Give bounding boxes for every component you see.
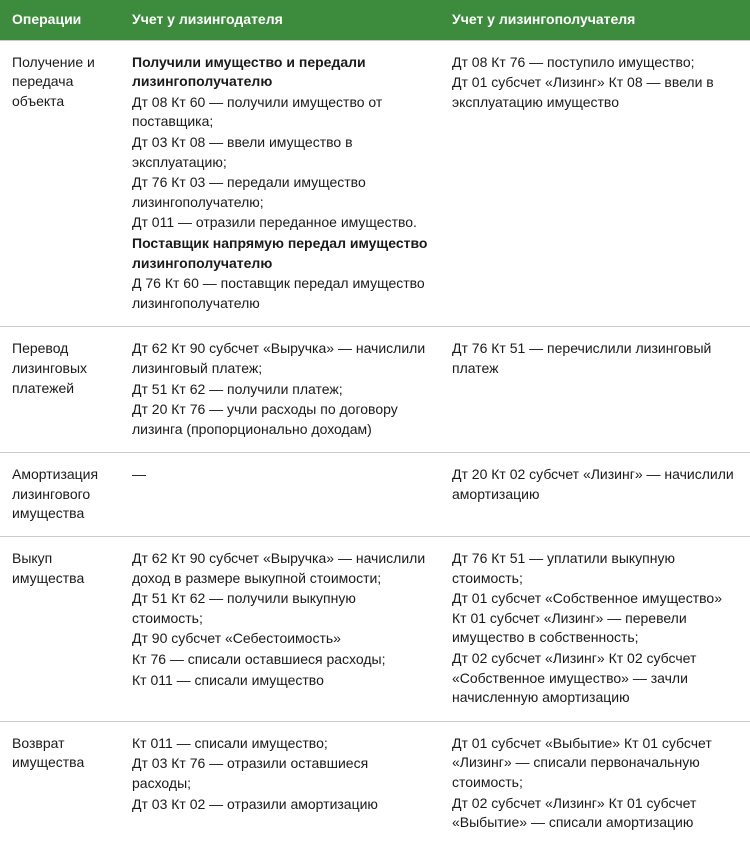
lessor-line: Дт 62 Кт 90 субсчет «Выручка» — начислил… — [132, 339, 428, 378]
lessee-cell: Дт 08 Кт 76 — поступило имущество;Дт 01 … — [440, 40, 750, 327]
lessor-cell: Кт 011 — списали имущество;Дт 03 Кт 76 —… — [120, 721, 440, 845]
table-row: Получение и передача объекта Получили иму… — [0, 40, 750, 327]
table-row: Возврат имуществаКт 011 — списали имущес… — [0, 721, 750, 845]
table-body: Получение и передача объекта Получили иму… — [0, 40, 750, 846]
table-row: Перевод лизинговых платежей Дт 62 Кт 90 с… — [0, 327, 750, 453]
lessor-line: Поставщик напрямую передал имущество лиз… — [132, 234, 428, 273]
lessor-line: — — [132, 465, 428, 485]
lessor-cell: Получили имущество и передали лизингопол… — [120, 40, 440, 327]
operation-cell: Получение и передача объекта — [0, 40, 120, 327]
lessor-line: Дт 62 Кт 90 субсчет «Выручка» — начислил… — [132, 549, 428, 588]
lessor-cell: — — [120, 453, 440, 537]
lessee-line: Дт 08 Кт 76 — поступило имущество; — [452, 53, 738, 73]
lessee-cell: Дт 76 Кт 51 — уплатили выкупную стоимост… — [440, 537, 750, 722]
operation-cell: Выкуп имущества — [0, 537, 120, 722]
lessee-line: Дт 20 Кт 02 субсчет «Лизинг» — начислили… — [452, 465, 738, 504]
lessee-cell: Дт 76 Кт 51 — перечислили лизинговый пла… — [440, 327, 750, 453]
lessee-line: Дт 01 субсчет «Выбытие» Кт 01 субсчет «Л… — [452, 734, 738, 793]
lessee-cell: Дт 20 Кт 02 субсчет «Лизинг» — начислили… — [440, 453, 750, 537]
operation-cell: Амортизация лизингового имущества — [0, 453, 120, 537]
lessor-cell: Дт 62 Кт 90 субсчет «Выручка» — начислил… — [120, 327, 440, 453]
lessor-line: Дт 51 Кт 62 — получили платеж; — [132, 380, 428, 400]
lessor-line: Дт 76 Кт 03 — передали имущество лизинго… — [132, 173, 428, 212]
header-lessee: Учет у лизингополучателя — [440, 0, 750, 40]
operation-cell: Возврат имущества — [0, 721, 120, 845]
header-lessor: Учет у лизингодателя — [120, 0, 440, 40]
lessee-line: Дт 01 субсчет «Лизинг» Кт 08 — ввели в э… — [452, 73, 738, 112]
lessor-line: Кт 011 — списали имущество — [132, 671, 428, 691]
lessor-line: Получили имущество и передали лизингопол… — [132, 53, 428, 92]
operation-cell: Перевод лизинговых платежей — [0, 327, 120, 453]
lessee-line: Дт 02 субсчет «Лизинг» Кт 01 субсчет «Вы… — [452, 794, 738, 833]
header-operations: Операции — [0, 0, 120, 40]
lessor-line: Кт 76 — списали оставшиеся расходы; — [132, 650, 428, 670]
lessor-line: Дт 03 Кт 08 — ввели имущество в эксплуат… — [132, 133, 428, 172]
lessee-line: Дт 76 Кт 51 — уплатили выкупную стоимост… — [452, 549, 738, 588]
lessor-line: Дт 90 субсчет «Себестоимость» — [132, 629, 428, 649]
lessor-line: Дт 03 Кт 76 — отразили оставшиеся расход… — [132, 754, 428, 793]
lessee-line: Дт 76 Кт 51 — перечислили лизинговый пла… — [452, 339, 738, 378]
lessor-line: Дт 51 Кт 62 — получили выкупную стоимост… — [132, 589, 428, 628]
lessor-line: Дт 03 Кт 02 — отразили амортизацию — [132, 795, 428, 815]
table-row: Амортизация лизингового имущества — Дт 20 … — [0, 453, 750, 537]
lessee-line: Дт 01 субсчет «Собственное имущество» Кт… — [452, 589, 738, 648]
table-row: Выкуп имущества Дт 62 Кт 90 субсчет «Выру… — [0, 537, 750, 722]
lessee-line: Дт 02 субсчет «Лизинг» Кт 02 субсчет «Со… — [452, 649, 738, 708]
lessee-cell: Дт 01 субсчет «Выбытие» Кт 01 субсчет «Л… — [440, 721, 750, 845]
lessor-line: Дт 08 Кт 60 — получили имущество от пост… — [132, 93, 428, 132]
lessor-cell: Дт 62 Кт 90 субсчет «Выручка» — начислил… — [120, 537, 440, 722]
lessor-line: Дт 20 Кт 76 — учли расходы по договору л… — [132, 400, 428, 439]
lessor-line: Дт 011 — отразили переданное имущество. — [132, 213, 428, 233]
lessor-line: Кт 011 — списали имущество; — [132, 734, 428, 754]
table-header-row: Операции Учет у лизингодателя Учет у лиз… — [0, 0, 750, 40]
leasing-table: Операции Учет у лизингодателя Учет у лиз… — [0, 0, 750, 846]
lessor-line: Д 76 Кт 60 — поставщик передал имущество… — [132, 274, 428, 313]
